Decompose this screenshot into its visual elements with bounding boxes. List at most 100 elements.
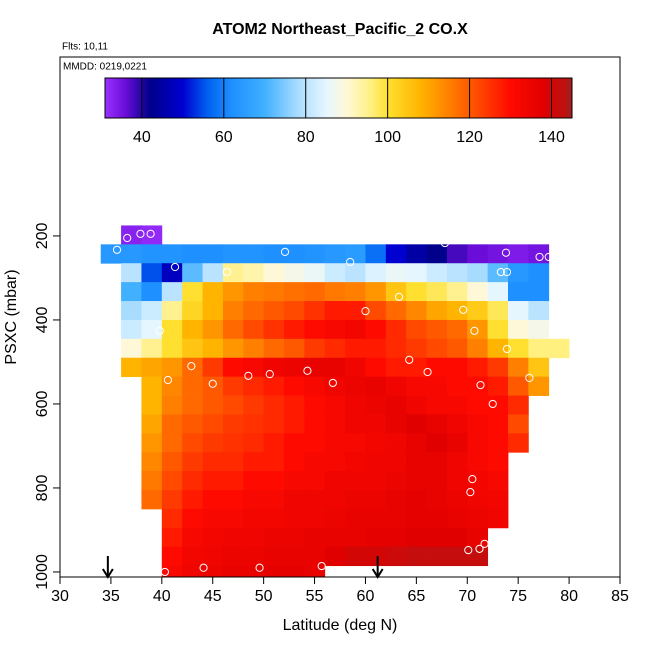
heatmap-cell [467, 338, 489, 359]
heatmap-cell [406, 508, 427, 529]
heatmap-cell [222, 338, 244, 359]
flight-point [346, 257, 355, 267]
colorbar-tick-label: 80 [297, 129, 315, 146]
heatmap-cell [161, 546, 183, 567]
flight-point [136, 229, 145, 238]
heatmap-cell [304, 565, 326, 578]
heatmap-cell [345, 414, 366, 434]
heatmap-cell [487, 338, 509, 359]
heatmap-cell [222, 301, 244, 321]
heatmap-cell [385, 508, 407, 529]
x-tick-label: 70 [458, 588, 476, 605]
heatmap-cell [345, 546, 366, 567]
heatmap-cell [446, 395, 468, 415]
y-tick-label: 400 [34, 306, 51, 333]
heatmap-cell [202, 244, 224, 264]
colorbar [104, 77, 573, 119]
heatmap-cell [263, 319, 285, 340]
heatmap-cell [222, 414, 244, 434]
heatmap-cell [263, 414, 285, 434]
heatmap-cell [243, 433, 265, 453]
heatmap-cell [141, 376, 163, 396]
heatmap-cell [182, 357, 203, 378]
heatmap-cell [365, 527, 387, 548]
flight-point [496, 267, 505, 277]
heatmap-cell [426, 301, 448, 321]
heatmap-cell [202, 471, 224, 491]
flight-point [170, 262, 180, 272]
x-tick-label: 40 [153, 588, 171, 605]
x-tick-label: 30 [51, 588, 69, 605]
heatmap-cell [324, 452, 346, 472]
heatmap-cell [426, 338, 448, 359]
heatmap-cell [528, 301, 550, 321]
heatmap-cell [202, 263, 224, 283]
heatmap-cell [284, 244, 305, 264]
heatmap-cell [345, 282, 366, 302]
heatmap-cell [508, 263, 529, 283]
heatmap-cell [284, 263, 305, 283]
heatmap-cell [304, 527, 326, 548]
heatmap-cell [161, 282, 183, 302]
heatmap-cell [345, 319, 366, 340]
heatmap-cell [446, 527, 468, 548]
heatmap-cell [426, 395, 448, 415]
heatmap-cell [365, 414, 387, 434]
flight-point [317, 561, 326, 571]
heatmap-cell [121, 225, 142, 245]
heatmap-cell [243, 546, 265, 567]
heatmap-cell [446, 452, 468, 472]
flight-point [265, 370, 274, 379]
heatmap-cell [345, 395, 366, 415]
annotation: MMDD: 0219,0221 [63, 62, 147, 73]
heatmap-cell [365, 244, 387, 264]
heatmap-cell [243, 319, 265, 340]
heatmap-cell [385, 263, 407, 283]
heatmap-cell [161, 508, 183, 529]
heatmap-cell [345, 452, 366, 472]
heatmap-cell [202, 433, 224, 453]
heatmap-cell [182, 490, 203, 510]
heatmap-cell [446, 490, 468, 510]
heatmap-cell [508, 357, 529, 378]
heatmap-cell [446, 357, 468, 378]
heatmap-cell [406, 471, 427, 491]
heatmap-cell [284, 471, 305, 491]
heatmap-cell [263, 527, 285, 548]
flight-point [464, 546, 473, 555]
heatmap-cell [324, 263, 346, 283]
heatmap-cell [365, 433, 387, 453]
heatmap-cell [528, 319, 550, 340]
heatmap-cell [161, 376, 183, 396]
heatmap-cell [406, 490, 427, 510]
heatmap-cell [528, 357, 550, 378]
heatmap-cell [304, 508, 326, 529]
heatmap-cell [243, 452, 265, 472]
heatmap-cell [284, 565, 305, 578]
heatmap-cell [202, 282, 224, 302]
heatmap-cell [304, 414, 326, 434]
heatmap-cell [222, 546, 244, 567]
heatmap-cell [365, 508, 387, 529]
heatmap-cell [324, 471, 346, 491]
heatmap-cell [446, 282, 468, 302]
heatmap-cell [263, 338, 285, 359]
flight-point [303, 366, 312, 375]
heatmap-cell [182, 376, 203, 396]
heatmap-cell [243, 508, 265, 529]
heatmap-cell [365, 471, 387, 491]
heatmap-cell [182, 546, 203, 567]
heatmap-cell [182, 527, 203, 548]
flight-point [502, 267, 512, 277]
heatmap-cell [141, 490, 163, 510]
heatmap-cell [487, 301, 509, 321]
heatmap-cell [365, 490, 387, 510]
heatmap-cell [161, 565, 183, 578]
heatmap-cell [345, 357, 366, 378]
heatmap-cell [365, 338, 387, 359]
heatmap-cell [467, 433, 489, 453]
flight-point [423, 367, 432, 377]
heatmap-cell [222, 282, 244, 302]
heatmap-cell [446, 263, 468, 283]
heatmap-cell [365, 263, 387, 283]
